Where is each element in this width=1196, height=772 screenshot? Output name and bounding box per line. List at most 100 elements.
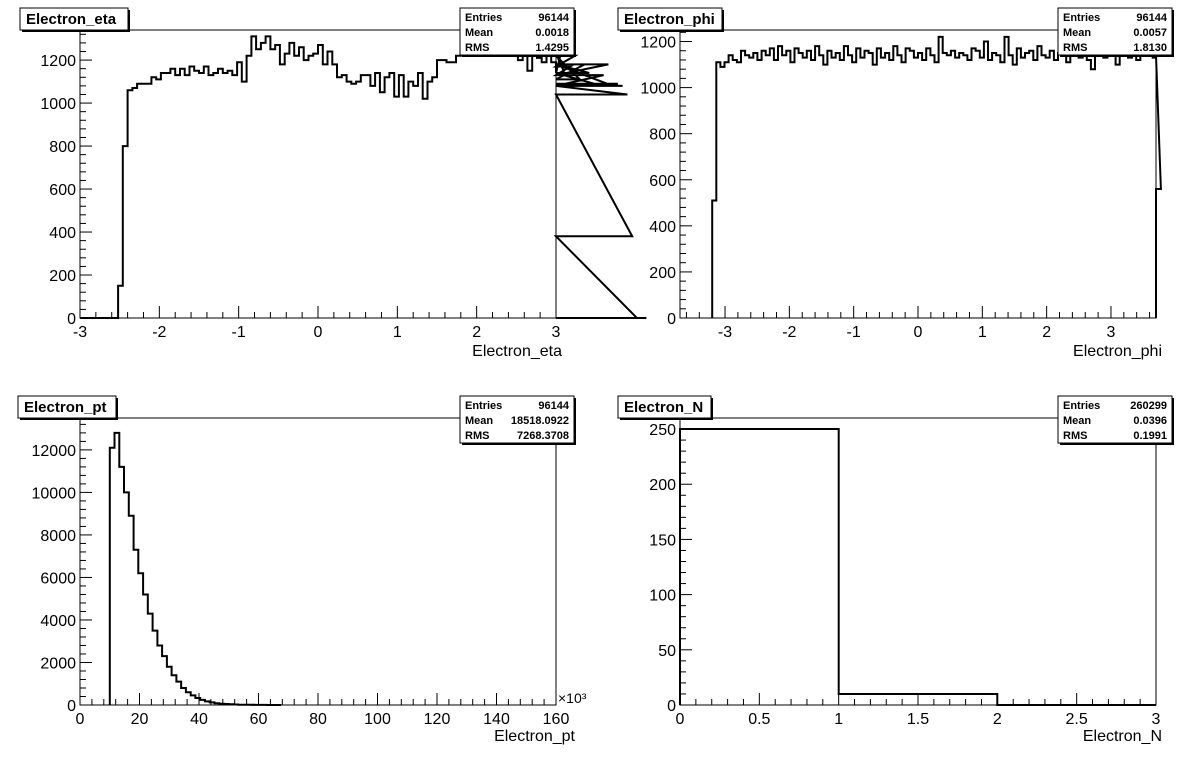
x-tick-label: 3	[1152, 711, 1161, 728]
y-tick-label: 100	[649, 588, 676, 605]
x-tick-label: 80	[309, 711, 327, 728]
y-tick-label: 0	[67, 698, 76, 715]
x-tick-label: 20	[131, 711, 149, 728]
x-tick-label: -3	[718, 324, 732, 341]
stats-value-entries: 96144	[1136, 12, 1167, 24]
y-tick-label: 200	[49, 268, 76, 285]
x-tick-label: 2	[993, 711, 1002, 728]
chart-title: Electron_phi	[624, 11, 715, 28]
x-tick-label: 160	[543, 711, 570, 728]
y-tick-label: 12000	[32, 443, 77, 460]
stats-key-entries: Entries	[1063, 400, 1100, 412]
stats-box	[1057, 7, 1173, 56]
y-tick-label: 1200	[40, 53, 76, 70]
y-tick-label: 150	[649, 532, 676, 549]
x-tick-label: 1.5	[907, 711, 929, 728]
stats-key-mean: Mean	[1063, 27, 1091, 39]
x-tick-label: -1	[232, 324, 246, 341]
x-tick-label: 0	[914, 324, 923, 341]
histogram-panel-electron-phi: -3 -2 -1 0 1 2 3 0 200 400 600 800 1000 1200 Electron_…	[617, 7, 1174, 360]
x-tick-label: 0	[314, 324, 323, 341]
x-tick-label: -1	[847, 324, 861, 341]
stats-key-entries: Entries	[465, 12, 502, 24]
stats-box	[459, 395, 575, 444]
stats-value-rms: 0.1991	[1133, 430, 1167, 442]
stats-value-entries: 96144	[538, 12, 569, 24]
stats-value-mean: 0.0018	[535, 27, 569, 39]
y-tick-label: 250	[649, 422, 676, 439]
x-tick-label: 2	[1042, 324, 1051, 341]
y-tick-label: 50	[658, 643, 676, 660]
y-tick-label: 1200	[640, 35, 676, 52]
title-box	[617, 395, 712, 419]
x-tick-label: 40	[190, 711, 208, 728]
histogram-series	[80, 35, 647, 319]
stats-value-mean: 0.0057	[1133, 27, 1167, 39]
x-tick-label: 2	[472, 324, 481, 341]
y-tick-label: 0	[667, 698, 676, 715]
stats-value-rms: 1.8130	[1133, 42, 1167, 54]
y-tick-label: 0	[67, 311, 76, 328]
y-tick-label: 800	[49, 139, 76, 156]
y-tick-label: 10000	[32, 485, 77, 502]
y-tick-label: 400	[649, 219, 676, 236]
histogram-panel-electron-n: 0 0.5 1 1.5 2 2.5 3 0 50 100 150 200 250 Electron_N El…	[617, 395, 1174, 745]
title-box	[19, 7, 129, 31]
x-axis-title: Electron_phi	[1073, 343, 1162, 360]
histogram-series	[679, 428, 1156, 706]
x-tick-label: 0	[76, 711, 85, 728]
histogram-panel-electron-eta: -3 -2 -1 0 1 2 3 0 200 400 600 800 1000 1200 Electron_…	[19, 7, 647, 360]
x-tick-label: 120	[424, 711, 451, 728]
x-axis-title: Electron_eta	[472, 343, 562, 360]
y-tick-label: 6000	[40, 570, 76, 587]
x-tick-label: 0	[676, 711, 685, 728]
title-box	[617, 7, 723, 31]
stats-key-rms: RMS	[465, 430, 489, 442]
x-tick-label: 1	[393, 324, 402, 341]
stats-key-mean: Mean	[465, 415, 493, 427]
stats-key-rms: RMS	[1063, 430, 1087, 442]
y-tick-label: 200	[649, 477, 676, 494]
stats-value-entries: 96144	[538, 400, 569, 412]
x-tick-label: 1	[834, 711, 843, 728]
y-tick-label: 600	[649, 173, 676, 190]
stats-value-rms: 7268.3708	[517, 430, 569, 442]
histogram-series	[711, 35, 1162, 318]
y-tick-label: 200	[649, 265, 676, 282]
stats-value-mean: 18518.0922	[511, 415, 569, 427]
chart-title: Electron_eta	[26, 11, 117, 28]
stats-value-rms: 1.4295	[535, 42, 569, 54]
x-tick-label: 3	[552, 324, 561, 341]
stats-key-mean: Mean	[465, 27, 493, 39]
x-tick-label: -2	[782, 324, 796, 341]
title-box	[17, 395, 117, 419]
x-axis-title: Electron_pt	[494, 728, 575, 745]
stats-box	[459, 7, 575, 56]
y-tick-label: 4000	[40, 613, 76, 630]
plot-frame	[679, 417, 1157, 706]
plot-frame	[79, 29, 557, 319]
x-tick-label: 3	[1107, 324, 1116, 341]
y-tick-label: 2000	[40, 655, 76, 672]
chart-title: Electron_pt	[24, 399, 107, 416]
x-tick-label: 0.5	[748, 711, 770, 728]
x-tick-label: 2.5	[1066, 711, 1088, 728]
x-tick-label: 140	[483, 711, 510, 728]
histogram-panel-electron-pt: 0 20 40 60 80 100 120 140 160 0 2000 4000 6000 8000 10…	[17, 395, 587, 745]
plot-frame	[679, 29, 1157, 319]
y-tick-label: 1000	[40, 96, 76, 113]
x-tick-label: -3	[73, 324, 87, 341]
x-tick-label: 60	[250, 711, 268, 728]
y-tick-label: 1000	[640, 81, 676, 98]
histogram-series	[108, 431, 282, 706]
stats-key-mean: Mean	[1063, 415, 1091, 427]
y-tick-label: 800	[649, 127, 676, 144]
y-tick-label: 600	[49, 182, 76, 199]
stats-value-mean: 0.0396	[1133, 415, 1167, 427]
chart-title: Electron_N	[624, 399, 703, 416]
y-tick-label: 0	[667, 311, 676, 328]
y-tick-label: 400	[49, 225, 76, 242]
x-tick-label: -2	[152, 324, 166, 341]
y-tick-label: 8000	[40, 528, 76, 545]
